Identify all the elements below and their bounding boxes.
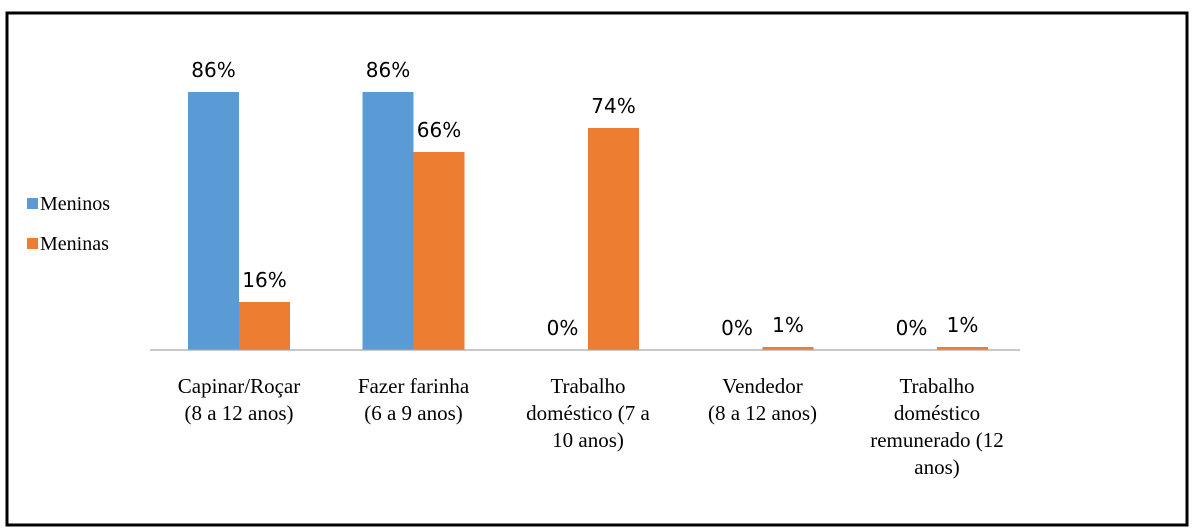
bars-group [188, 92, 988, 350]
legend-label-meninas: Meninas [40, 233, 109, 255]
data-label-meninos-3: 0% [721, 316, 753, 340]
bar-meninos-0 [188, 92, 239, 350]
data-labels-group: 86% 16% 86% 66% 0% 74% 0% 1% 0% 1% [191, 58, 978, 340]
category-label-3: Vendedor (8 a 12 anos) [708, 374, 817, 425]
category-label-0: Capinar/Roçar (8 a 12 anos) [178, 374, 300, 425]
legend-swatch-meninas [27, 238, 38, 249]
legend: Meninos Meninas [27, 193, 110, 255]
bar-meninas-0 [239, 302, 290, 350]
data-label-meninas-3: 1% [772, 313, 804, 337]
category-label-4: Trabalho doméstico remunerado (12 anos) [870, 374, 1004, 479]
data-label-meninas-1: 66% [417, 118, 461, 142]
data-label-meninos-2: 0% [547, 316, 579, 340]
category-labels-group: Capinar/Roçar (8 a 12 anos) Fazer farinha(… [178, 374, 1004, 479]
bar-meninas-4 [937, 347, 988, 350]
bar-meninos-1 [362, 92, 414, 350]
category-label-2: Trabalho doméstico (7 a 10 anos) [526, 374, 650, 452]
bar-meninas-2 [588, 128, 639, 350]
data-label-meninos-1: 86% [366, 58, 410, 82]
data-label-meninas-4: 1% [947, 313, 979, 337]
data-label-meninos-0: 86% [191, 58, 235, 82]
data-label-meninas-0: 16% [242, 268, 286, 292]
data-label-meninas-2: 74% [591, 94, 635, 118]
legend-swatch-meninos [27, 198, 38, 209]
bar-meninas-1 [413, 152, 465, 350]
bar-meninas-3 [762, 347, 814, 350]
legend-label-meninos: Meninos [40, 193, 110, 215]
category-label-1: Fazer farinha (6 a 9 anos) [358, 374, 470, 425]
data-label-meninos-4: 0% [896, 316, 928, 340]
